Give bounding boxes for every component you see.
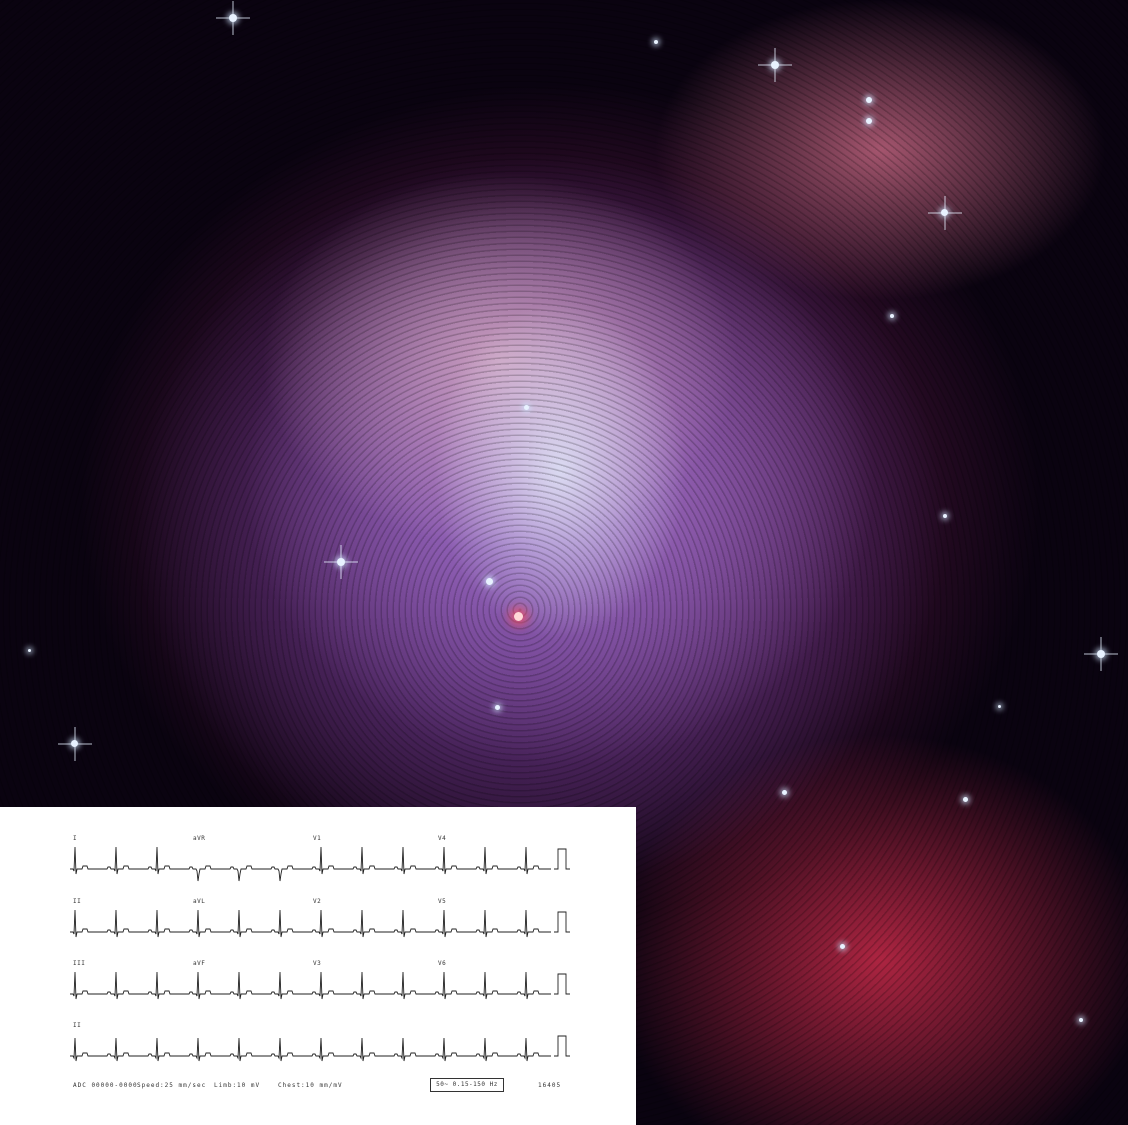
lead-label-i: I	[73, 835, 78, 842]
star	[1079, 1018, 1083, 1022]
ecg-traces	[70, 846, 570, 1062]
lead-label-v1: V1	[313, 835, 322, 842]
lead-label-v4: V4	[438, 835, 447, 842]
lead-label-avf: aVF	[193, 960, 206, 967]
ecg-printout: I aVR V1 V4 II aVL V2 V5 III aVF V3 V6 I…	[0, 807, 636, 1125]
device-id: ADC 00000-0000	[73, 1082, 138, 1089]
star	[28, 649, 31, 652]
star	[941, 209, 948, 216]
star	[943, 514, 947, 518]
ecg-trace-row	[70, 1037, 551, 1062]
lead-label-v2: V2	[313, 898, 322, 905]
star	[890, 314, 894, 318]
star	[71, 740, 78, 747]
star	[1097, 650, 1105, 658]
ecg-trace-row	[70, 846, 551, 882]
lead-label-iii: III	[73, 960, 86, 967]
star	[337, 558, 345, 566]
star	[866, 97, 872, 103]
star	[229, 14, 237, 22]
star	[654, 40, 658, 44]
calibration-pulse	[554, 848, 570, 870]
lead-label-avr: aVR	[193, 835, 206, 842]
star	[998, 705, 1001, 708]
limb-gain: Limb:10 mV	[214, 1082, 261, 1089]
lead-label-v5: V5	[438, 898, 447, 905]
calibration-pulse	[554, 973, 570, 995]
lead-label-v3: V3	[313, 960, 322, 967]
chest-gain: Chest:10 mm/mV	[278, 1082, 343, 1089]
paper-speed: Speed:25 mm/sec	[137, 1082, 207, 1089]
lead-label-v6: V6	[438, 960, 447, 967]
ecg-trace-row	[70, 909, 551, 938]
star	[486, 578, 493, 585]
star	[771, 61, 779, 69]
star	[524, 405, 529, 410]
star	[495, 705, 500, 710]
star	[840, 944, 845, 949]
ecg-trace-row	[70, 971, 551, 1000]
lead-label-ii: II	[73, 898, 82, 905]
star	[866, 118, 872, 124]
lead-label-rhythm-ii: II	[73, 1022, 82, 1029]
lead-label-avl: aVL	[193, 898, 206, 905]
star	[963, 797, 968, 802]
star	[782, 790, 787, 795]
report-code: 16405	[538, 1082, 562, 1089]
filter-settings: 50~ 0.15-150 Hz	[430, 1078, 504, 1092]
calibration-pulse	[554, 911, 570, 933]
calibration-pulse	[554, 1035, 570, 1057]
pulsar-star	[514, 612, 523, 621]
